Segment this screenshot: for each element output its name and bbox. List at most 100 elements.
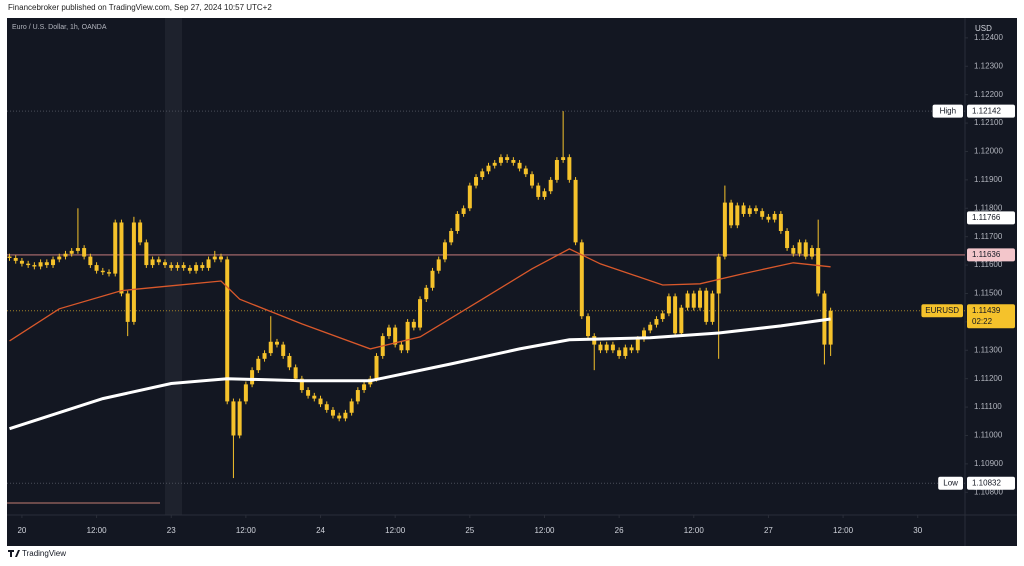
candle-body bbox=[828, 310, 833, 345]
candle-body bbox=[598, 344, 603, 351]
y-tick-label: 1.11200 bbox=[974, 374, 1003, 383]
candle-body bbox=[306, 390, 311, 396]
candle-body bbox=[517, 162, 522, 169]
candle-body bbox=[262, 353, 267, 359]
candle-body bbox=[411, 321, 416, 328]
y-tick-label: 1.10800 bbox=[974, 487, 1003, 496]
candle-body bbox=[474, 177, 479, 186]
candle-body bbox=[747, 208, 752, 214]
candle-body bbox=[772, 213, 777, 220]
candle-body bbox=[218, 256, 223, 260]
price-tag-label: EURUSD bbox=[925, 306, 959, 315]
candle-body bbox=[573, 179, 578, 243]
candle-body bbox=[697, 290, 702, 308]
price-tag bbox=[938, 476, 963, 490]
candle-body bbox=[399, 344, 404, 351]
candle-body bbox=[386, 327, 391, 337]
candle-body bbox=[200, 265, 205, 268]
candle-body bbox=[256, 358, 261, 371]
candle-body bbox=[753, 208, 758, 212]
publisher-header: Financebroker published on TradingView.c… bbox=[8, 3, 272, 12]
candle-body bbox=[523, 168, 528, 175]
candle-body bbox=[660, 313, 665, 320]
candle-body bbox=[480, 171, 485, 178]
candle-body bbox=[144, 242, 149, 266]
y-tick-label: 1.12000 bbox=[974, 147, 1003, 156]
candle-body bbox=[44, 262, 49, 266]
price-badge-label: 1.11766 bbox=[972, 213, 1001, 222]
candle-body bbox=[561, 157, 566, 160]
candle-body bbox=[100, 270, 105, 273]
candle-body bbox=[530, 174, 535, 186]
candle-body bbox=[32, 265, 37, 267]
candle-body bbox=[685, 293, 690, 308]
currency-label: USD bbox=[975, 24, 992, 33]
price-badge bbox=[967, 476, 1015, 490]
candle-body bbox=[82, 248, 87, 257]
x-tick-label: 24 bbox=[316, 526, 325, 535]
candle-body bbox=[13, 257, 18, 261]
x-tick-label: 12:00 bbox=[684, 526, 705, 535]
x-tick-label: 20 bbox=[17, 526, 26, 535]
price-badge-label: 1.11636 bbox=[972, 250, 1001, 259]
candle-body bbox=[94, 265, 99, 271]
y-tick-label: 1.11000 bbox=[974, 431, 1003, 440]
candle-body bbox=[542, 191, 547, 197]
y-tick-label: 1.12200 bbox=[974, 90, 1003, 99]
price-badge-label: 1.10832 bbox=[972, 478, 1001, 487]
candle-body bbox=[349, 401, 354, 413]
candle-body bbox=[237, 401, 242, 436]
price-tag-label: Low bbox=[943, 478, 958, 487]
candle-body bbox=[318, 398, 323, 405]
candle-body bbox=[691, 293, 696, 308]
candle-body bbox=[343, 412, 348, 419]
candle-body bbox=[741, 205, 746, 214]
candle-body bbox=[548, 179, 553, 192]
candle-body bbox=[567, 157, 572, 180]
candle-body bbox=[760, 211, 765, 217]
y-tick-label: 1.12300 bbox=[974, 61, 1003, 70]
candle-body bbox=[163, 262, 168, 266]
candle-body bbox=[511, 160, 516, 163]
candle-body bbox=[75, 248, 80, 251]
moving-average bbox=[9, 317, 831, 431]
candle-body bbox=[486, 165, 491, 172]
candle-body bbox=[629, 347, 634, 351]
candle-body bbox=[785, 231, 790, 249]
price-badge-label: 1.11439 bbox=[972, 306, 1001, 315]
candle-body bbox=[722, 202, 727, 257]
symbol-label: Euro / U.S. Dollar, 1h, OANDA bbox=[12, 24, 107, 31]
y-tick-label: 1.11800 bbox=[974, 203, 1003, 212]
candle-body bbox=[150, 259, 155, 266]
candle-body bbox=[791, 248, 796, 254]
x-tick-label: 23 bbox=[167, 526, 176, 535]
candle-body bbox=[418, 299, 423, 328]
candle-body bbox=[324, 404, 329, 410]
candle-body bbox=[138, 222, 143, 243]
x-tick-label: 12:00 bbox=[833, 526, 854, 535]
candle-body bbox=[704, 290, 709, 322]
session-shade bbox=[165, 18, 182, 515]
y-tick-label: 1.12400 bbox=[974, 33, 1003, 42]
candle-body bbox=[281, 344, 286, 356]
price-badge bbox=[967, 304, 1015, 329]
candle-body bbox=[274, 341, 279, 345]
countdown-label: 02:22 bbox=[972, 317, 993, 326]
moving-average bbox=[9, 248, 831, 350]
candle-body bbox=[337, 415, 342, 419]
candle-body bbox=[436, 259, 441, 271]
candle-body bbox=[362, 384, 367, 391]
x-tick-label: 12:00 bbox=[236, 526, 257, 535]
x-tick-label: 12:00 bbox=[534, 526, 555, 535]
candle-body bbox=[212, 256, 217, 260]
candle-body bbox=[679, 307, 684, 334]
candle-body bbox=[803, 242, 808, 257]
chart-panel bbox=[7, 18, 1017, 546]
candle-body bbox=[299, 378, 304, 391]
y-tick-label: 1.11100 bbox=[974, 402, 1002, 411]
x-tick-label: 26 bbox=[615, 526, 624, 535]
candle-body bbox=[617, 350, 622, 356]
candle-body bbox=[449, 231, 454, 243]
candle-body bbox=[113, 222, 118, 274]
candle-body bbox=[635, 338, 640, 351]
